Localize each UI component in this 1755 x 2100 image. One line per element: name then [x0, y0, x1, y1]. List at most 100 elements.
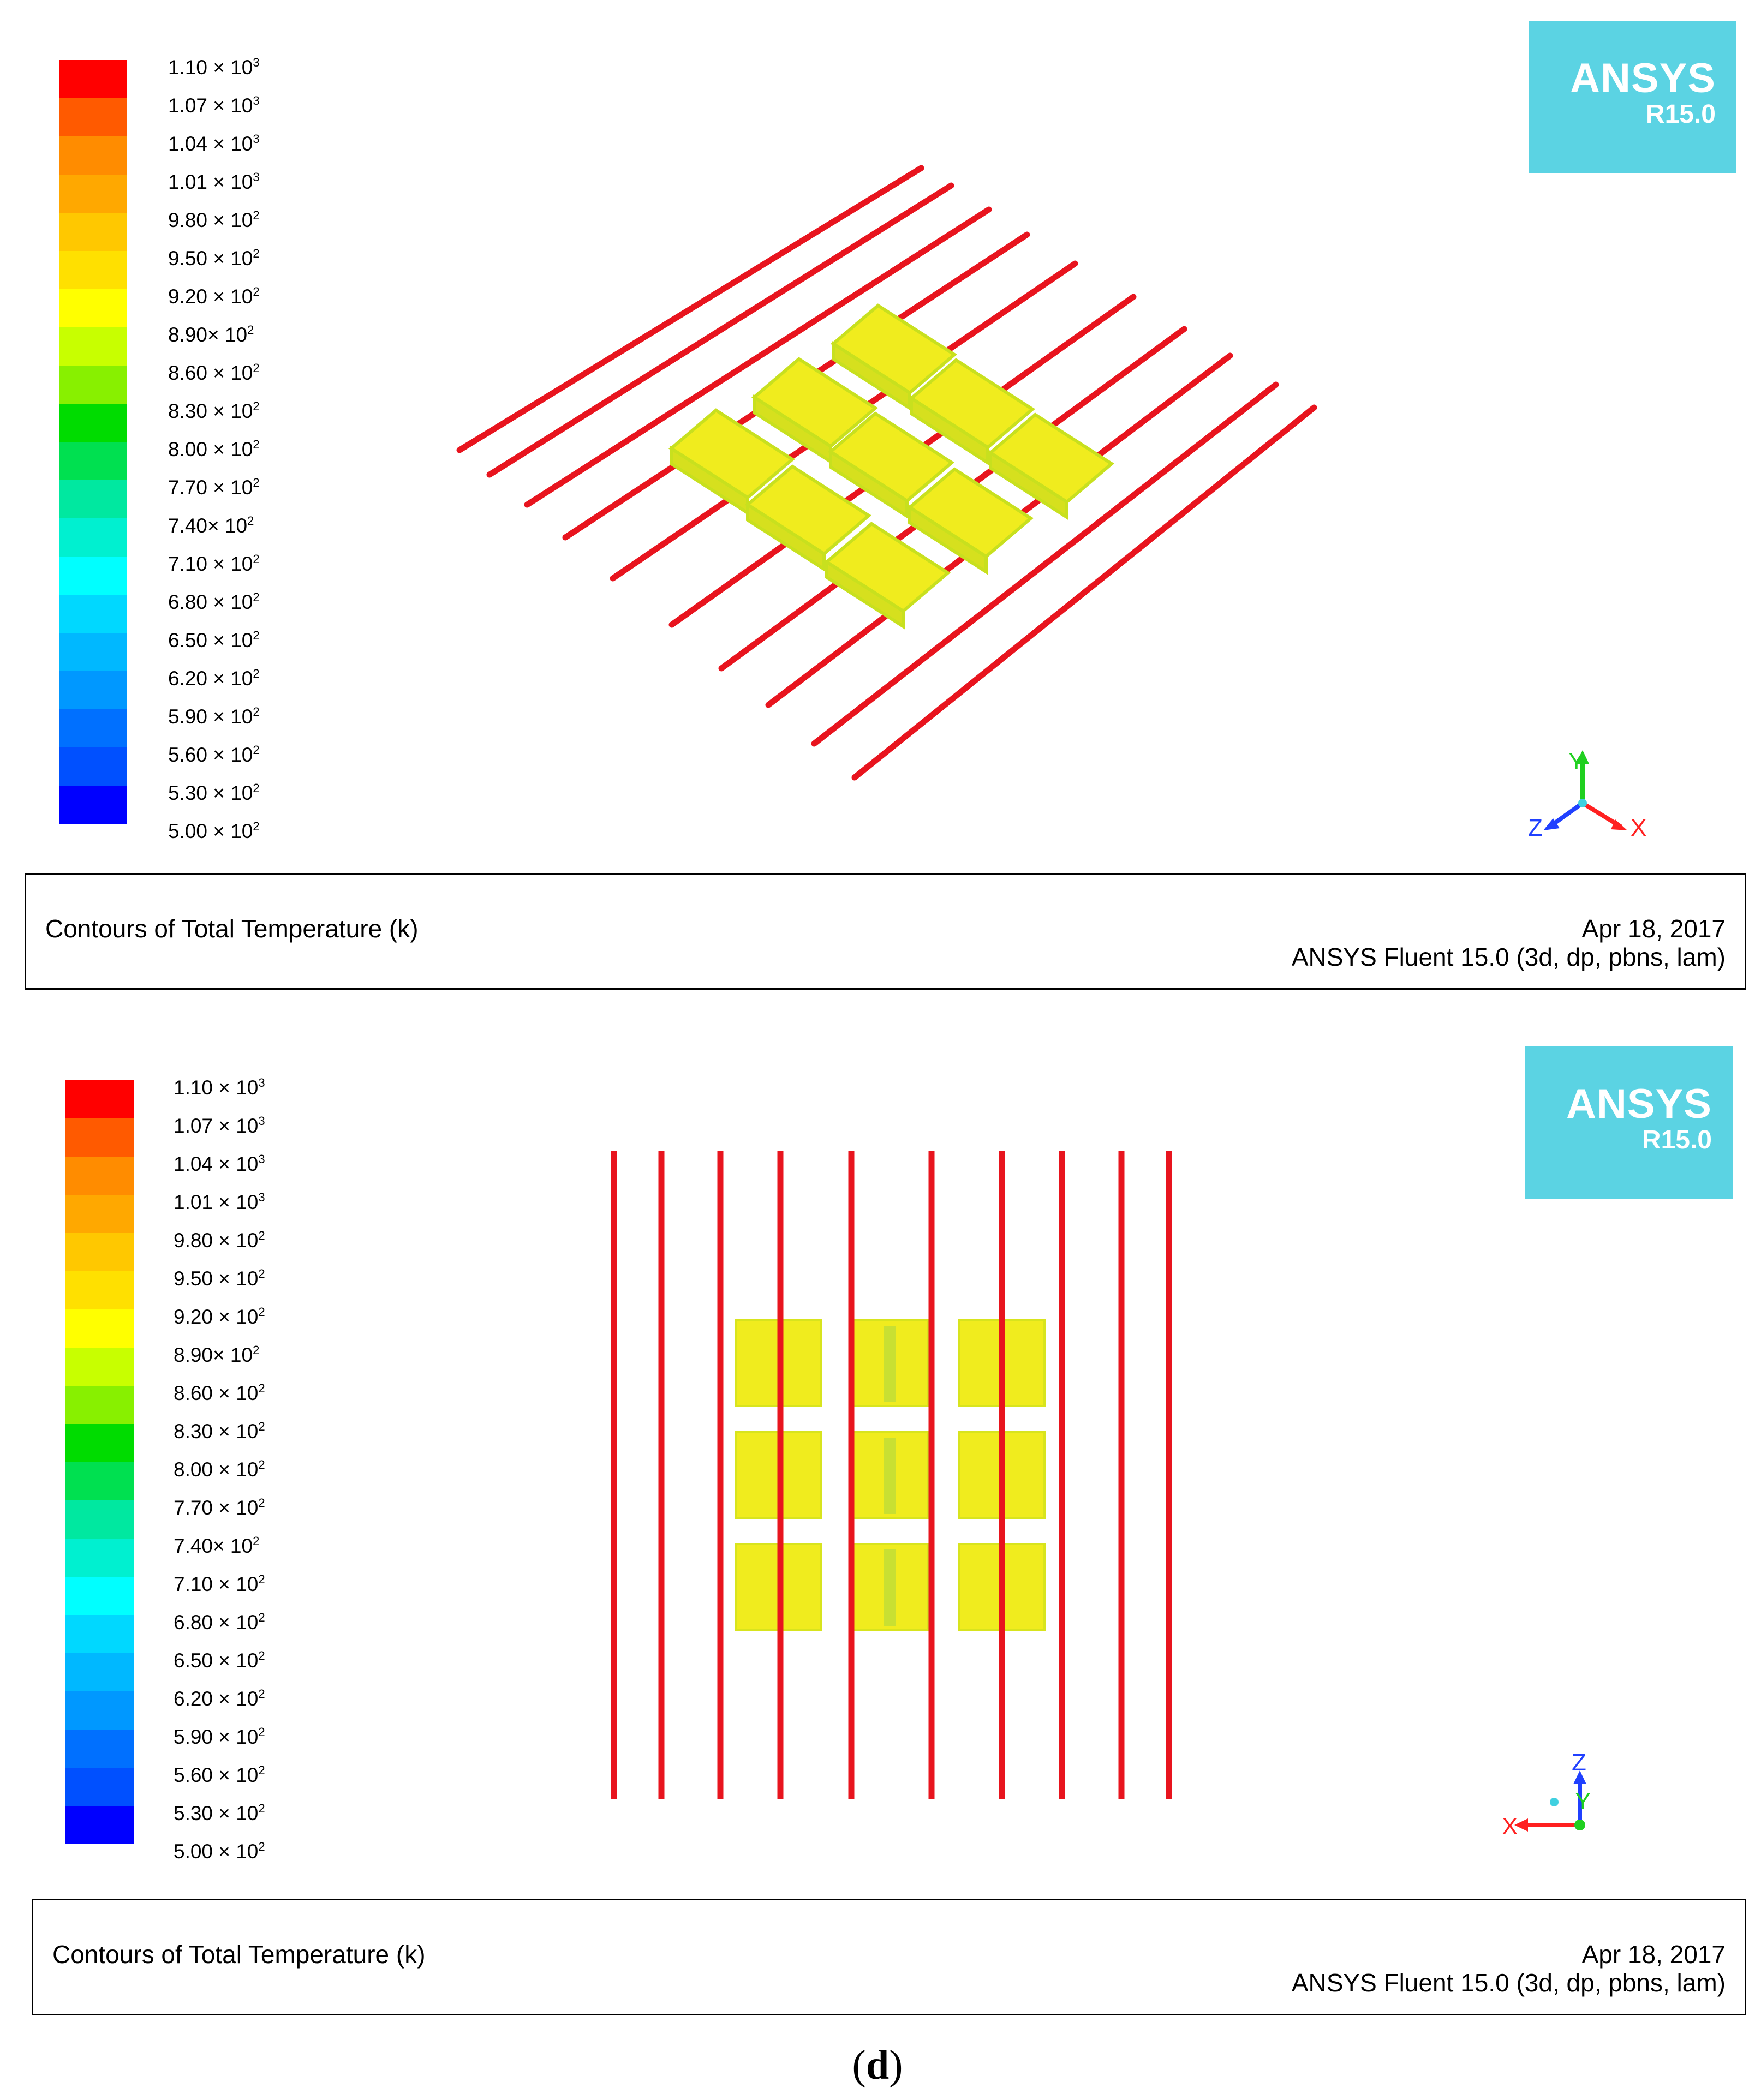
- colorbar-label-base: 10: [230, 629, 253, 651]
- colorbar-swatch: [65, 1386, 134, 1424]
- colorbar-label-exponent: 2: [258, 1763, 265, 1777]
- colorbar-label-mantissa: 7.10 ×: [174, 1573, 230, 1595]
- colorbar-label: 1.04 × 103: [168, 128, 310, 166]
- colorbar-label-base: 10: [230, 591, 253, 613]
- colorbar-label: 9.20 × 102: [168, 281, 310, 319]
- colorbar-label-base: 10: [230, 400, 253, 422]
- chip-block: [908, 358, 1036, 466]
- colorbar-swatch: [65, 1730, 134, 1768]
- caption-version: ANSYS Fluent 15.0 (3d, dp, pbns, lam): [1291, 1969, 1726, 1997]
- colorbar-label-exponent: 2: [253, 438, 260, 451]
- colorbar-label-exponent: 3: [253, 170, 260, 184]
- colorbar-swatch: [65, 1768, 134, 1806]
- colorbar-swatch: [59, 404, 127, 442]
- y-axis-origin: [1574, 1820, 1585, 1830]
- colorbar-swatch: [59, 442, 127, 480]
- colorbar-label: 9.20 × 102: [174, 1301, 315, 1339]
- colorbar-swatch: [59, 98, 127, 136]
- colorbar-swatch: [65, 1806, 134, 1844]
- colorbar-label-base: 10: [236, 1840, 259, 1863]
- chip-block: [906, 467, 1034, 575]
- colorbar-label-base: 10: [236, 1267, 259, 1290]
- colorbar-label-mantissa: 5.90 ×: [174, 1726, 230, 1748]
- colorbar-label: 8.30 × 102: [174, 1416, 315, 1454]
- caption-title: Contours of Total Temperature (k): [45, 914, 419, 943]
- colorbar-swatch: [65, 1080, 134, 1118]
- heater-line: [486, 182, 954, 478]
- colorbar-label: 9.80 × 102: [174, 1225, 315, 1263]
- colorbar-label-exponent: 2: [258, 1611, 265, 1624]
- colorbar-label: 8.90× 102: [174, 1339, 315, 1378]
- colorbar-swatch: [65, 1539, 134, 1577]
- colorbar-label-base: 10: [236, 1420, 259, 1443]
- colorbar-swatch: [59, 480, 127, 518]
- colorbar-label: 8.60 × 102: [168, 357, 310, 396]
- colorbar-label-base: 10: [230, 782, 253, 804]
- colorbar-label-base: 10: [236, 1229, 259, 1252]
- colorbar-swatch: [59, 709, 127, 747]
- colorbar-label: 8.60 × 102: [174, 1378, 315, 1416]
- colorbar-label-mantissa: 1.10 ×: [174, 1076, 230, 1099]
- colorbar-label: 1.07 × 103: [168, 90, 310, 128]
- x-axis-arrowhead: [1514, 1818, 1528, 1832]
- colorbar-swatch: [65, 1233, 134, 1271]
- colorbar-label-mantissa: 1.04 ×: [168, 133, 225, 155]
- colorbar-label-exponent: 2: [253, 399, 260, 413]
- x-axis-label: X: [1631, 815, 1646, 841]
- colorbar-label-base: 10: [236, 1382, 259, 1404]
- colorbar-label-base: 10: [236, 1115, 259, 1137]
- logo-version: R15.0: [1645, 100, 1716, 129]
- caption-title: Contours of Total Temperature (k): [52, 1940, 426, 1969]
- colorbar-swatch: [59, 518, 127, 557]
- colorbar-swatch: [59, 366, 127, 404]
- colorbar-label-exponent: 2: [258, 1572, 265, 1586]
- logo-version: R15.0: [1641, 1126, 1712, 1154]
- colorbar-label-mantissa: 9.80 ×: [174, 1229, 230, 1252]
- colorbar-label: 7.40× 102: [174, 1530, 315, 1569]
- colorbar-label: 1.07 × 103: [174, 1110, 315, 1148]
- colorbar-swatch: [59, 136, 127, 175]
- colorbar-label-base: 10: [230, 1344, 253, 1366]
- colorbar-label-mantissa: 5.60 ×: [174, 1764, 230, 1786]
- colorbar-swatch: [65, 1577, 134, 1615]
- colorbar-label-exponent: 2: [253, 208, 260, 222]
- colorbar-label-mantissa: 1.01 ×: [168, 171, 225, 193]
- colorbar-label-base: 10: [224, 324, 248, 346]
- colorbar-label-exponent: 3: [258, 1190, 265, 1204]
- colorbar-swatch: [59, 557, 127, 595]
- colorbar-label: 8.30 × 102: [168, 396, 310, 434]
- colorbar-label: 6.50 × 102: [174, 1645, 315, 1683]
- colorbar-label-exponent: 3: [258, 1114, 265, 1128]
- z-axis-label: Z: [1528, 815, 1543, 841]
- heater-line: [456, 165, 924, 453]
- colorbar-label-base: 10: [230, 285, 253, 308]
- colorbar-swatch: [65, 1271, 134, 1309]
- colorbar-label-mantissa: 5.00 ×: [174, 1840, 230, 1863]
- colorbar-label-base: 10: [230, 1535, 253, 1557]
- colorbar-label-mantissa: 1.07 ×: [174, 1115, 230, 1137]
- colorbar-label-base: 10: [236, 1802, 259, 1824]
- colorbar-label-base: 10: [230, 247, 253, 270]
- colorbar-label-exponent: 3: [258, 1152, 265, 1166]
- colorbar-label-exponent: 2: [258, 1687, 265, 1701]
- colorbar-label-mantissa: 9.20 ×: [174, 1306, 230, 1328]
- figure-label: (d): [0, 2042, 1755, 2089]
- colorbar-label-base: 10: [236, 1726, 259, 1748]
- colorbar-swatch: [59, 213, 127, 251]
- colorbar-label-base: 10: [236, 1764, 259, 1786]
- colorbar-swatch: [59, 289, 127, 327]
- heater-line: [811, 381, 1279, 747]
- colorbar-label-exponent: 2: [258, 1420, 265, 1433]
- caption-box: Contours of Total Temperature (k) Apr 18…: [25, 873, 1746, 990]
- colorbar-swatch: [65, 1615, 134, 1653]
- colorbar-label-exponent: 3: [258, 1076, 265, 1090]
- colorbar-swatch: [65, 1157, 134, 1195]
- colorbar-label: 1.01 × 103: [174, 1187, 315, 1225]
- z-axis-arrowhead: [1543, 818, 1560, 830]
- colorbar-label-exponent: 2: [258, 1305, 265, 1319]
- colorbar-swatch: [59, 175, 127, 213]
- colorbar-label: 5.60 × 102: [168, 739, 310, 777]
- colorbar-label-exponent: 2: [258, 1381, 265, 1395]
- colorbar-label-mantissa: 7.70 ×: [174, 1497, 230, 1519]
- colorbar-label-base: 10: [230, 667, 253, 690]
